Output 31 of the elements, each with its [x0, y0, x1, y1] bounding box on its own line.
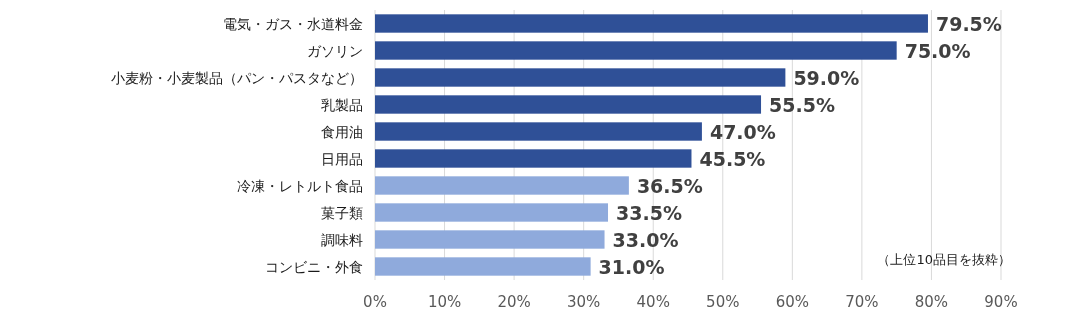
y-tick-label: コンビニ・外食 [265, 258, 363, 275]
xtick: 30% [567, 293, 601, 311]
xtick: 0% [363, 293, 387, 311]
y-tick-label: 電気・ガス・水道料金 [223, 15, 363, 32]
xtick: 10% [427, 293, 462, 311]
xtick: 50% [706, 293, 740, 311]
y-tick-label: 冷凍・レトルト食品 [237, 177, 363, 194]
y-tick-label: 日用品 [321, 150, 363, 167]
data-label: 55.5% [769, 93, 835, 116]
xtick: 70% [845, 293, 879, 311]
annotation: （上位10品目を抜粋） [877, 252, 1011, 267]
data-label: 59.0% [793, 66, 860, 89]
y-tick-label: 乳製品 [321, 96, 363, 113]
data-label: 33.5% [616, 201, 682, 224]
y-tick-label: 菓子類 [321, 204, 363, 221]
y-tick-label: 小麦粉・小麦製品（パン・パスタなど） [111, 69, 363, 86]
data-label: 79.5% [935, 12, 1002, 35]
data-label: 47.0% [709, 120, 776, 143]
xtick: 40% [636, 293, 670, 311]
data-label: 75.0% [904, 39, 971, 62]
xtick: 60% [775, 293, 809, 311]
data-label: 31.0% [598, 255, 665, 278]
data-label: 36.5% [636, 174, 703, 197]
xtick: 80% [914, 293, 949, 311]
xtick: 90% [984, 293, 1018, 311]
data-label: 45.5% [699, 147, 766, 170]
y-tick-label: 食用油 [321, 123, 363, 140]
y-tick-label: ガソリン [307, 42, 363, 59]
xtick: 20% [497, 293, 531, 311]
y-tick-label: 調味料 [321, 231, 363, 248]
data-label: 33.0% [612, 228, 679, 251]
